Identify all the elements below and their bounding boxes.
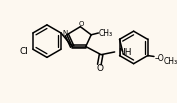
Text: O: O bbox=[79, 21, 84, 28]
Text: –O: –O bbox=[155, 54, 165, 63]
Text: CH₃: CH₃ bbox=[98, 29, 113, 39]
Text: Cl: Cl bbox=[19, 47, 28, 56]
Text: O: O bbox=[97, 64, 104, 73]
Text: N: N bbox=[62, 30, 68, 36]
Text: NH: NH bbox=[118, 48, 132, 57]
Text: CH₃: CH₃ bbox=[164, 57, 177, 66]
